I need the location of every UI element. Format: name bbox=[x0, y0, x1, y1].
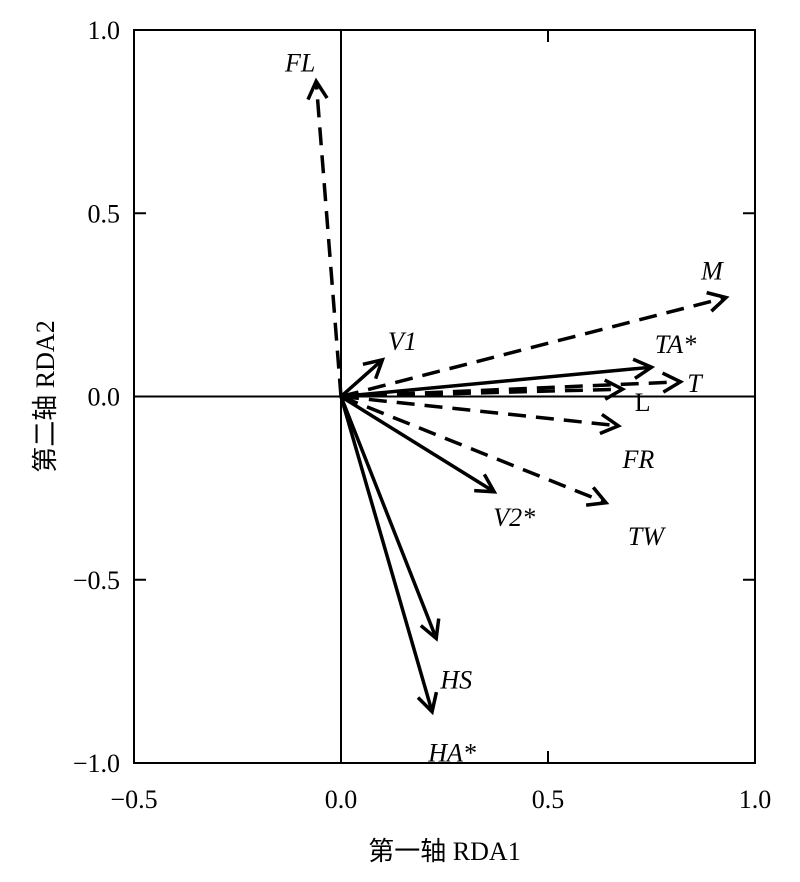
vector-fr bbox=[340, 394, 619, 428]
vector-m bbox=[340, 295, 727, 399]
arrowhead-tw bbox=[585, 486, 610, 507]
vector-label-ta: TA* bbox=[655, 330, 696, 359]
x-axis-title: 第一轴 RDA1 bbox=[368, 837, 520, 866]
vector-fl bbox=[314, 81, 343, 397]
vector-label-tw: TW bbox=[628, 522, 666, 551]
x-tick-label: 0.0 bbox=[325, 785, 358, 814]
vector-label-v2: V2* bbox=[493, 503, 535, 532]
vector-label-fl: FL bbox=[284, 48, 315, 77]
vector-label-hs: HS bbox=[439, 665, 472, 694]
label-group: FL V1 M TA* T L FR TW V2* HS HA* bbox=[284, 48, 724, 767]
y-tick-label: −1.0 bbox=[73, 749, 120, 778]
vector-tw bbox=[340, 394, 607, 505]
plot-area: −0.5 0.0 0.5 1.0 −1.0 −0.5 0.0 0.5 1.0 bbox=[73, 16, 771, 814]
vector-label-v1: V1 bbox=[388, 327, 417, 356]
x-tick-label: 0.5 bbox=[532, 785, 565, 814]
x-tick-label: −0.5 bbox=[110, 785, 157, 814]
vector-label-t: T bbox=[687, 369, 703, 398]
vector-ha bbox=[339, 396, 434, 713]
vector-v1 bbox=[339, 358, 384, 398]
y-axis-title: 第二轴 RDA2 bbox=[31, 320, 60, 472]
arrowhead-fl bbox=[306, 77, 329, 101]
vector-hs bbox=[339, 395, 438, 640]
arrowhead-v1 bbox=[362, 357, 386, 380]
arrowhead-v2 bbox=[474, 473, 498, 494]
y-tick-label: 1.0 bbox=[88, 16, 121, 45]
vector-label-fr: FR bbox=[621, 445, 654, 474]
arrowhead-l bbox=[603, 378, 627, 401]
y-tick-label: 0.0 bbox=[88, 383, 121, 412]
arrowhead-hs bbox=[419, 618, 441, 642]
vector-label-m: M bbox=[700, 257, 724, 286]
arrowhead-m bbox=[706, 290, 730, 313]
vector-ta bbox=[340, 365, 652, 399]
vector-group bbox=[306, 77, 730, 716]
arrowhead-ha bbox=[416, 691, 439, 716]
y-tick-label: −0.5 bbox=[73, 566, 120, 595]
vector-label-ha: HA* bbox=[427, 739, 476, 768]
vector-label-l: L bbox=[635, 388, 651, 417]
arrowhead-t bbox=[661, 371, 685, 394]
arrowhead-fr bbox=[599, 413, 623, 436]
x-tick-label: 1.0 bbox=[739, 785, 772, 814]
arrowhead-ta bbox=[632, 357, 656, 380]
y-tick-label: 0.5 bbox=[88, 199, 121, 228]
vector-v2 bbox=[340, 395, 496, 494]
vector-t bbox=[340, 380, 681, 399]
vector-l bbox=[340, 387, 623, 399]
